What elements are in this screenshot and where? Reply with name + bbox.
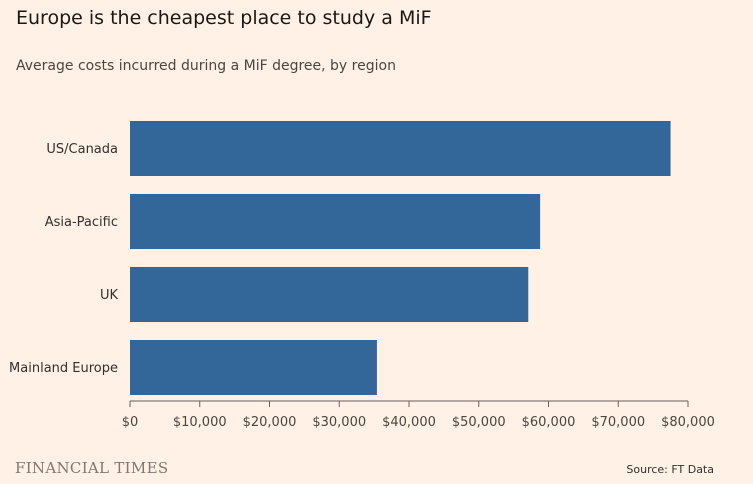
bar-mainland-europe bbox=[130, 340, 377, 395]
x-tick-label: $50,000 bbox=[452, 415, 506, 430]
x-tick-label: $10,000 bbox=[173, 415, 227, 430]
x-tick-label: $20,000 bbox=[243, 415, 297, 430]
x-tick-label: $40,000 bbox=[382, 415, 436, 430]
source-note: Source: FT Data bbox=[626, 463, 714, 476]
chart-subtitle: Average costs incurred during a MiF degr… bbox=[16, 58, 396, 74]
bar-uk bbox=[130, 267, 529, 322]
category-label: US/Canada bbox=[46, 142, 118, 157]
x-tick-label: $30,000 bbox=[312, 415, 366, 430]
category-label: Mainland Europe bbox=[9, 361, 118, 376]
x-tick-label: $60,000 bbox=[522, 415, 576, 430]
bar-asia-pacific bbox=[130, 194, 541, 249]
chart-title: Europe is the cheapest place to study a … bbox=[16, 7, 432, 29]
category-label: UK bbox=[100, 288, 119, 303]
x-tick-label: $80,000 bbox=[661, 415, 715, 430]
x-tick-label: $0 bbox=[122, 415, 139, 430]
category-label: Asia-Pacific bbox=[45, 215, 118, 230]
x-tick-label: $70,000 bbox=[591, 415, 645, 430]
bar-us-canada bbox=[130, 121, 671, 176]
ft-logo: FINANCIAL TIMES bbox=[15, 459, 169, 477]
